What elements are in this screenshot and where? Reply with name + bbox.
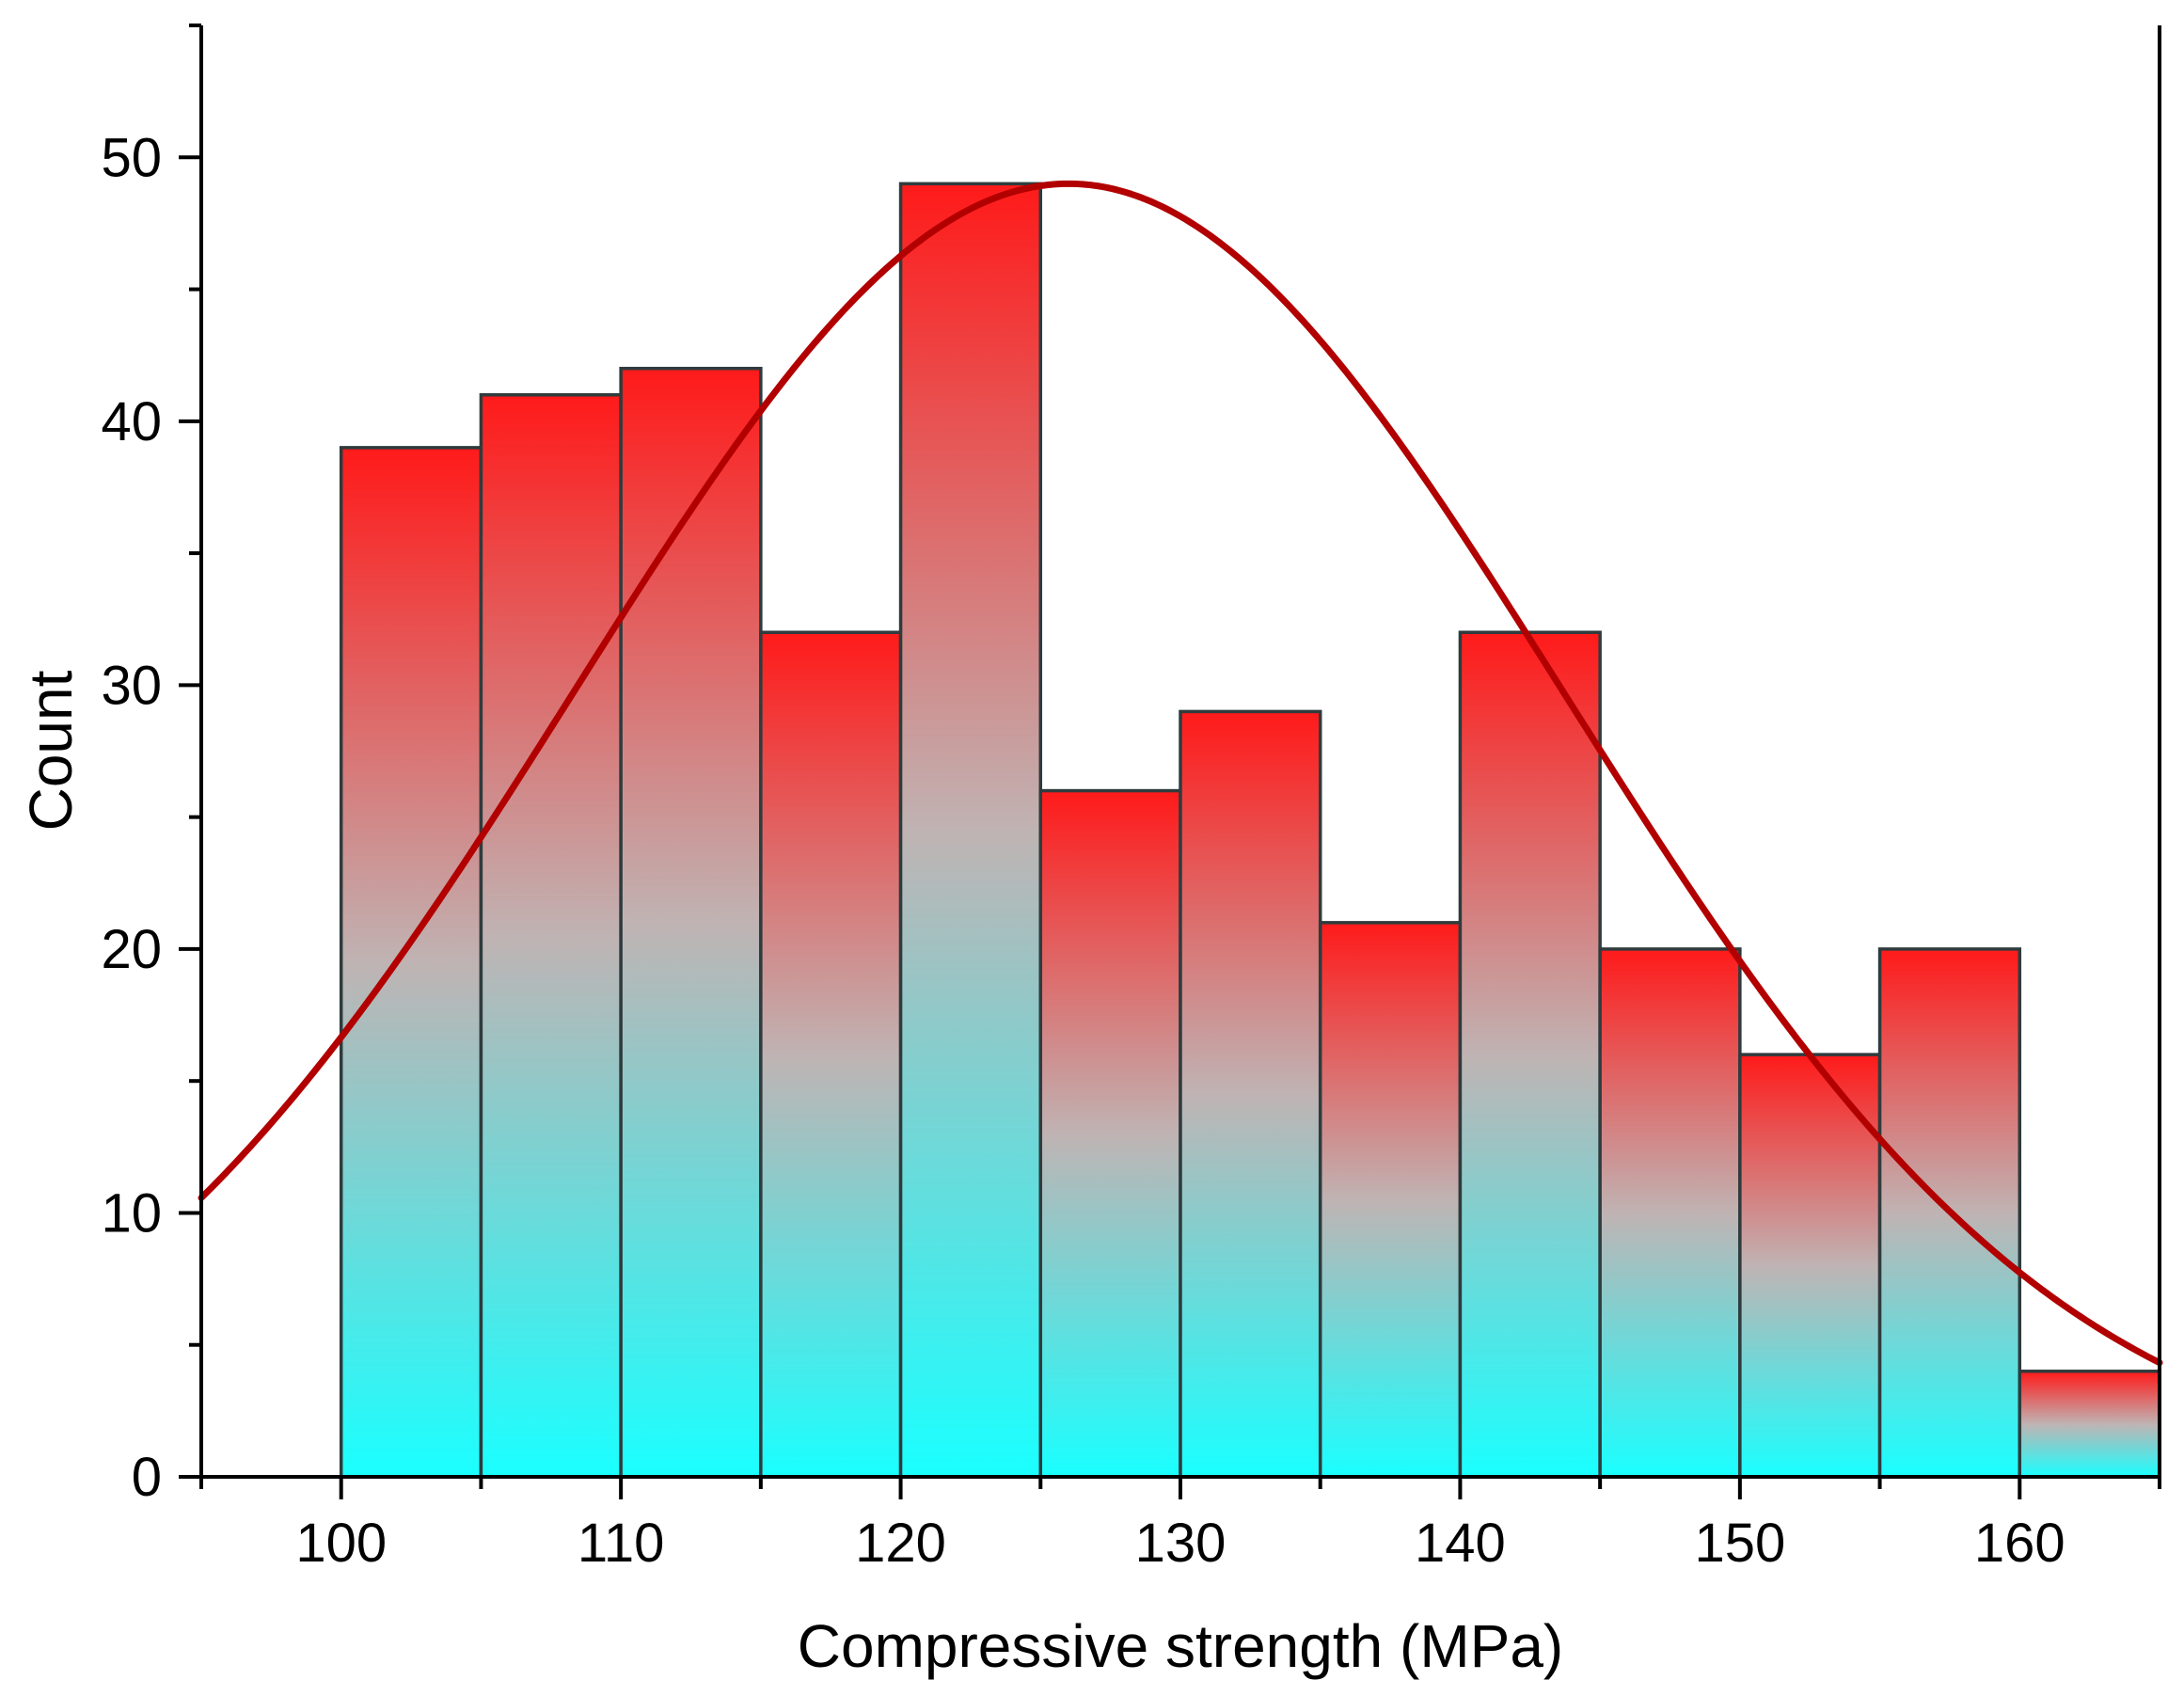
histogram-bar-115-120 xyxy=(759,630,903,1479)
histogram-bars xyxy=(339,182,2161,1479)
histogram-bar-100-105 xyxy=(339,446,483,1479)
x-tick-label: 150 xyxy=(1694,1513,1785,1574)
x-tick-label: 100 xyxy=(295,1513,387,1574)
histogram-bar-145-150 xyxy=(1598,947,1742,1479)
x-tick-label: 130 xyxy=(1135,1513,1227,1574)
y-tick-label: 10 xyxy=(101,1182,162,1244)
histogram-bar-120-125 xyxy=(898,182,1043,1479)
histogram-bar-150-155 xyxy=(1738,1053,1882,1479)
y-tick-labels: 0 10 20 30 40 50 xyxy=(101,127,162,1508)
x-axis-title: Compressive strength (MPa) xyxy=(798,1612,1563,1680)
y-axis-title: Count xyxy=(17,670,85,831)
y-tick-label: 50 xyxy=(101,127,162,188)
x-tick-label: 160 xyxy=(1974,1513,2065,1574)
histogram-bar-110-115 xyxy=(619,366,763,1479)
x-tick-labels: 100 110 120 130 140 150 160 xyxy=(295,1513,2065,1574)
x-tick-label: 140 xyxy=(1415,1513,1506,1574)
histogram-bar-105-110 xyxy=(479,393,623,1479)
histogram-bar-160-165 xyxy=(2018,1370,2161,1479)
y-tick-label: 40 xyxy=(101,391,162,452)
y-tick-label: 0 xyxy=(132,1447,162,1508)
normal-fit-curve xyxy=(198,180,2163,1367)
histogram-bar-125-130 xyxy=(1038,788,1182,1479)
y-tick-label: 20 xyxy=(101,919,162,980)
axes xyxy=(179,24,2161,1499)
x-tick-label: 110 xyxy=(578,1513,664,1574)
x-tick-label: 120 xyxy=(855,1513,946,1574)
histogram-bar-135-140 xyxy=(1318,921,1463,1479)
y-tick-label: 30 xyxy=(101,655,162,716)
histogram-bar-130-135 xyxy=(1179,709,1322,1479)
histogram-bar-140-145 xyxy=(1458,630,1602,1479)
